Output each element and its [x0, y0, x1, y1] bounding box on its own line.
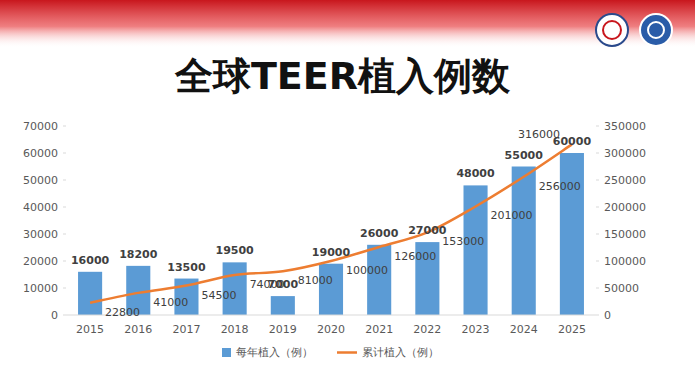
bar — [271, 296, 295, 315]
x-axis-line — [66, 315, 596, 316]
line-label: 74000 — [250, 278, 285, 291]
y-tick — [63, 153, 66, 154]
y2-tick-label: 350000 — [604, 120, 646, 133]
logo — [640, 14, 672, 46]
logo — [648, 22, 664, 38]
line-label: 153000 — [442, 235, 484, 248]
line-label: 22800 — [105, 306, 140, 319]
x-tick-label: 2024 — [510, 323, 538, 336]
y2-tick — [596, 288, 599, 289]
bar — [319, 264, 343, 315]
y2-tick — [596, 207, 599, 208]
bar — [367, 245, 391, 315]
y2-tick — [596, 180, 599, 181]
x-tick-label: 2025 — [558, 323, 586, 336]
bar-label: 48000 — [456, 167, 495, 180]
line-label: 54500 — [201, 289, 236, 302]
y-tick — [63, 315, 66, 316]
y-tick-label: 70000 — [23, 120, 58, 133]
y-tick — [63, 234, 66, 235]
y-tick — [63, 207, 66, 208]
x-tick-label: 2018 — [221, 323, 249, 336]
line-label: 201000 — [491, 209, 533, 222]
bar-label: 19000 — [312, 246, 351, 259]
y-tick — [63, 261, 66, 262]
x-tick-label: 2019 — [269, 323, 297, 336]
x-tick-label: 2016 — [124, 323, 152, 336]
bar-label: 13500 — [167, 261, 206, 274]
y2-tick — [596, 126, 599, 127]
bar-label: 19500 — [215, 244, 254, 257]
legend-label: 每年植入（例） — [236, 346, 313, 359]
bar — [512, 167, 536, 316]
x-tick-label: 2023 — [462, 323, 490, 336]
legend-label: 累计植入（例） — [362, 346, 439, 359]
y2-tick-label: 150000 — [604, 228, 646, 241]
logo — [596, 14, 628, 46]
y-tick-label: 0 — [51, 309, 58, 322]
header-band — [0, 0, 695, 48]
y-tick-label: 40000 — [23, 201, 58, 214]
title: 全球TEER植入例数 — [174, 54, 511, 98]
x-tick-label: 2015 — [76, 323, 104, 336]
bar — [464, 185, 488, 315]
bar-label: 27000 — [408, 224, 447, 237]
line-label: 316000 — [518, 128, 560, 141]
y2-tick — [596, 234, 599, 235]
bar-label: 16000 — [71, 254, 110, 267]
y-tick-label: 50000 — [23, 174, 58, 187]
y-tick-label: 10000 — [23, 282, 58, 295]
y2-tick — [596, 261, 599, 262]
line — [90, 144, 572, 302]
y2-tick-label: 250000 — [604, 174, 646, 187]
legend-swatch — [337, 351, 357, 354]
bar-label: 55000 — [505, 149, 544, 162]
y2-tick-label: 100000 — [604, 255, 646, 268]
y2-tick — [596, 315, 599, 316]
x-tick-label: 2022 — [413, 323, 441, 336]
plot-marks — [78, 144, 584, 315]
y2-tick — [596, 153, 599, 154]
line-label: 81000 — [298, 274, 333, 287]
logo — [603, 21, 621, 39]
y-tick-label: 20000 — [23, 255, 58, 268]
line-label: 41000 — [153, 296, 188, 309]
y-tick — [63, 180, 66, 181]
x-tick-label: 2021 — [365, 323, 393, 336]
chart-svg: 全球TEER植入例数 0 10000 20000 30000 40000 50000 6000… — [0, 0, 695, 371]
legend: 每年植入（例） 累计植入（例） — [222, 346, 439, 359]
line-label: 100000 — [346, 264, 388, 277]
bar-label: 18200 — [119, 248, 158, 261]
bar-label: 26000 — [360, 227, 399, 240]
y-tick-label: 30000 — [23, 228, 58, 241]
y-tick — [63, 288, 66, 289]
line-label: 126000 — [394, 250, 436, 263]
y2-tick-label: 200000 — [604, 201, 646, 214]
y2-tick-label: 50000 — [604, 282, 639, 295]
data-labels: 1600018200135001950070001900026000270004… — [71, 128, 591, 318]
bar — [560, 153, 584, 315]
chart-container: 全球TEER植入例数 0 10000 20000 30000 40000 50000 6000… — [0, 0, 695, 371]
y2-tick-label: 300000 — [604, 147, 646, 160]
y-tick — [63, 126, 66, 127]
line-label: 256000 — [539, 180, 581, 193]
x-tick-label: 2017 — [172, 323, 200, 336]
bar — [78, 272, 102, 315]
y-tick-label: 60000 — [23, 147, 58, 160]
x-tick-label: 2020 — [317, 323, 345, 336]
legend-swatch — [222, 348, 231, 357]
y2-tick-label: 0 — [604, 309, 611, 322]
